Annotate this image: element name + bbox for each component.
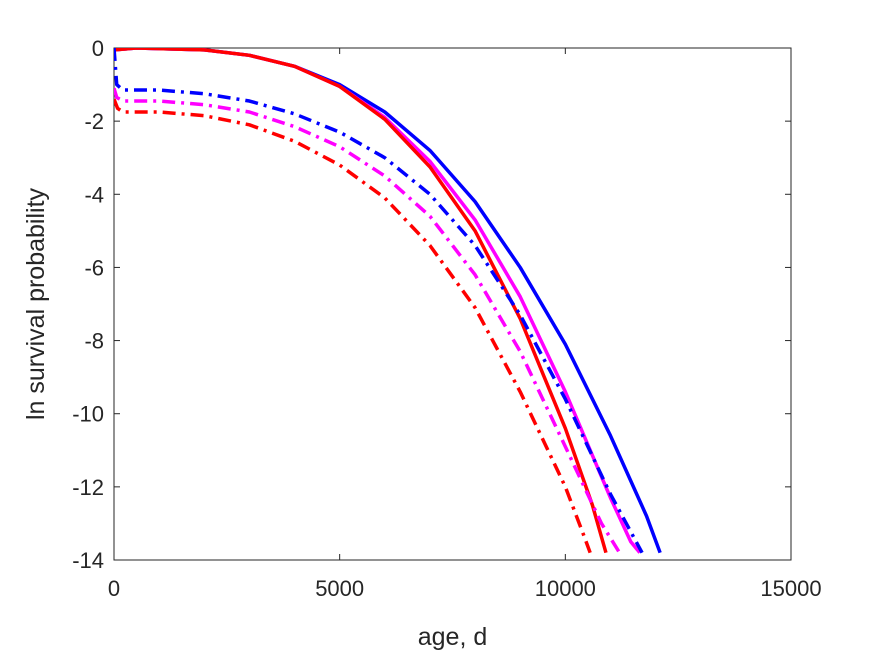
y-tick-label: -4 (84, 182, 104, 207)
x-tick-label: 5000 (315, 576, 364, 601)
x-tick-label: 10000 (535, 576, 596, 601)
y-tick-label: -8 (84, 329, 104, 354)
y-axis-label: ln survival probability (22, 187, 50, 420)
y-tick-label: -12 (72, 475, 104, 500)
series-line-5 (114, 87, 621, 554)
axis-ticks: 0 5000 10000 15000 0 -2 -4 -6 -8 -10 -12 -14 (72, 36, 821, 601)
series-line-4 (114, 48, 644, 554)
plot-area (113, 47, 792, 561)
x-tick-label: 0 (108, 576, 120, 601)
series-layer (114, 48, 662, 554)
y-tick-label: -10 (72, 402, 104, 427)
x-axis-label: age, d (418, 623, 488, 651)
x-tick-label: 15000 (760, 576, 821, 601)
series-line-6 (114, 98, 592, 554)
y-tick-label: -2 (84, 109, 104, 134)
y-tick-label: -14 (72, 548, 104, 573)
y-tick-label: 0 (92, 36, 104, 61)
y-tick-label: -6 (84, 255, 104, 280)
series-line-3 (114, 48, 608, 554)
